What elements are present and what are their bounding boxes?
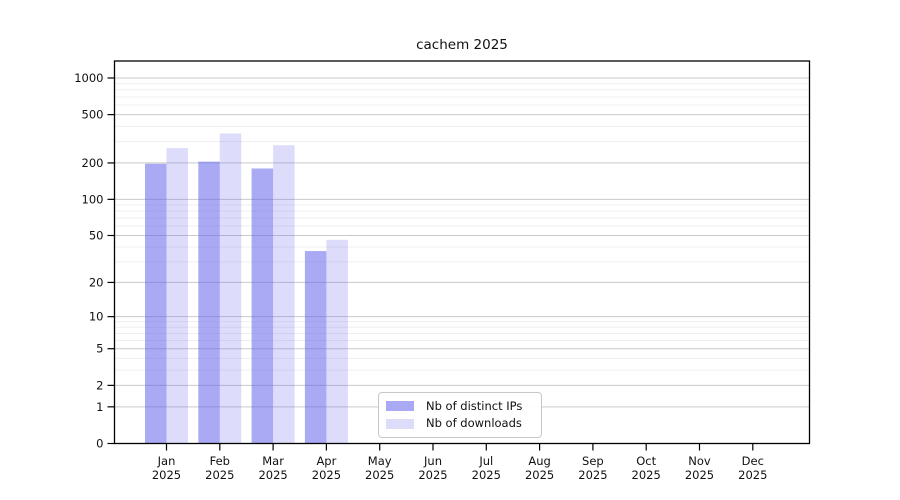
x-tick-label-month: Aug (528, 454, 550, 468)
y-tick-label: 50 (89, 228, 104, 242)
legend-swatch-downloads-icon (386, 418, 414, 429)
x-tick-label-month: May (368, 454, 392, 468)
x-tick-label-year: 2025 (152, 468, 181, 482)
bar-downloads-mar (273, 145, 295, 444)
y-tick-label: 0 (96, 437, 103, 451)
x-tick-label-month: Oct (636, 454, 656, 468)
legend-label-distinct-ips: Nb of distinct IPs (426, 398, 523, 413)
y-tick-label: 10 (89, 310, 104, 324)
y-tick-label: 200 (82, 156, 104, 170)
y-tick-label: 5 (96, 342, 103, 356)
bar-downloads-apr (326, 239, 348, 444)
x-tick-label-year: 2025 (738, 468, 767, 482)
x-tick-label-month: Apr (316, 454, 336, 468)
bar-downloads-jan (166, 148, 188, 444)
y-tick-label: 100 (82, 192, 104, 206)
y-tick-label: 20 (89, 275, 104, 289)
y-tick-label: 500 (82, 108, 104, 122)
legend-swatch-ips-icon (386, 401, 414, 412)
x-tick-label-month: Jan (157, 454, 176, 468)
x-tick-label-year: 2025 (472, 468, 501, 482)
x-tick-label-month: Mar (262, 454, 284, 468)
chart-title: cachem 2025 (416, 37, 508, 53)
x-tick-label-month: Sep (582, 454, 604, 468)
x-tick-label-year: 2025 (312, 468, 341, 482)
bar-ips-feb (198, 161, 220, 444)
x-tick-label-month: Jul (478, 454, 493, 468)
legend-label-downloads: Nb of downloads (426, 416, 522, 430)
legend: Nb of distinct IPs Nb of downloads (378, 392, 542, 438)
legend-item-distinct-ips: Nb of distinct IPs (386, 398, 541, 413)
bar-downloads-feb (219, 133, 242, 444)
y-tick-label: 1 (96, 400, 103, 414)
x-tick-label-year: 2025 (258, 468, 287, 482)
bar-ips-mar (251, 168, 274, 444)
x-tick-label-year: 2025 (525, 468, 554, 482)
x-tick-label-year: 2025 (365, 468, 394, 482)
x-tick-label-month: Dec (742, 454, 764, 468)
x-tick-label-year: 2025 (685, 468, 714, 482)
legend-item-downloads: Nb of downloads (386, 416, 541, 430)
bar-ips-apr (304, 251, 327, 444)
x-tick-label-month: Nov (688, 454, 711, 468)
x-tick-label-year: 2025 (632, 468, 661, 482)
plot-border (113, 60, 811, 445)
y-tick-label: 2 (96, 378, 103, 392)
y-tick-label: 1000 (74, 71, 103, 85)
x-tick-label-year: 2025 (578, 468, 607, 482)
x-tick-label-month: Jun (423, 454, 442, 468)
x-tick-label-month: Feb (210, 454, 230, 468)
x-tick-label-year: 2025 (205, 468, 234, 482)
bar-ips-jan (145, 163, 167, 444)
x-tick-label-year: 2025 (418, 468, 447, 482)
